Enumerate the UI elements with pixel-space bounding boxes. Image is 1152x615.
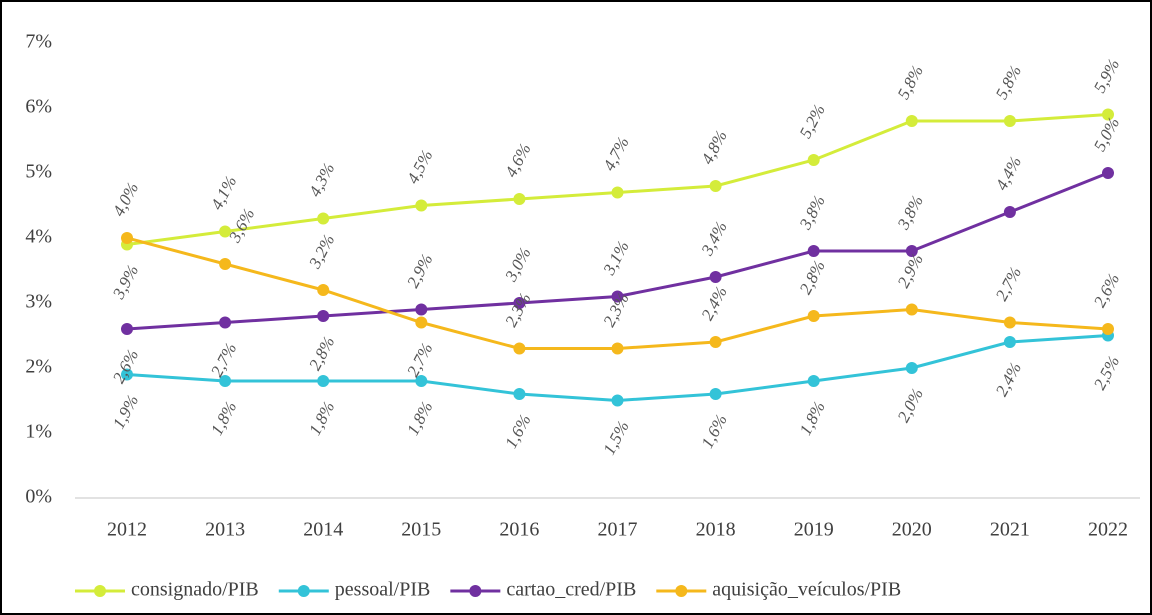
x-tick-label: 2021 <box>990 519 1030 541</box>
point <box>415 303 428 316</box>
point <box>709 336 722 348</box>
point <box>905 303 918 316</box>
point <box>1102 323 1114 335</box>
point <box>807 310 820 322</box>
point <box>807 245 820 257</box>
y-tick-label: 5% <box>25 161 52 183</box>
point <box>1102 108 1114 121</box>
point <box>1003 336 1016 348</box>
y-tick-label: 1% <box>25 421 52 443</box>
y-tick-label: 2% <box>25 356 52 378</box>
point <box>611 342 624 355</box>
x-tick-label: 2012 <box>107 519 147 541</box>
point <box>513 388 526 400</box>
point <box>219 258 232 270</box>
legend-label: consignado/PIB <box>131 579 259 601</box>
point <box>807 154 820 166</box>
point <box>219 375 232 387</box>
point <box>219 316 232 329</box>
point <box>1003 115 1016 127</box>
point <box>807 375 820 387</box>
point <box>709 271 722 283</box>
x-tick-label: 2022 <box>1088 519 1128 541</box>
point <box>121 368 133 381</box>
point <box>709 388 722 400</box>
legend-marker <box>469 585 482 597</box>
point <box>317 375 330 387</box>
point <box>905 245 918 257</box>
legend-marker <box>675 585 688 597</box>
point <box>415 316 428 329</box>
y-tick-label: 7% <box>25 31 52 53</box>
x-tick-label: 2019 <box>794 519 834 541</box>
x-tick-label: 2020 <box>892 519 932 541</box>
point <box>709 180 722 192</box>
point <box>611 290 624 303</box>
point <box>1003 316 1016 329</box>
x-tick-label: 2014 <box>303 519 343 541</box>
x-tick-label: 2018 <box>696 519 736 541</box>
y-tick-label: 6% <box>25 96 52 118</box>
legend-marker <box>94 585 106 597</box>
legend-marker <box>297 585 310 597</box>
point <box>415 199 428 212</box>
y-tick-label: 0% <box>25 486 52 508</box>
point <box>1102 167 1114 179</box>
legend-label: pessoal/PIB <box>335 579 431 601</box>
point <box>905 362 918 374</box>
point <box>513 193 526 205</box>
x-tick-label: 2013 <box>205 519 245 541</box>
point <box>415 375 428 387</box>
point <box>317 284 330 296</box>
point <box>121 232 133 244</box>
point <box>219 225 232 238</box>
x-tick-label: 2017 <box>598 519 638 541</box>
point <box>611 394 624 407</box>
point <box>611 186 624 199</box>
x-tick-label: 2015 <box>401 519 441 541</box>
point <box>905 115 918 127</box>
x-tick-label: 2016 <box>499 519 539 541</box>
point <box>121 323 133 335</box>
point <box>513 342 526 355</box>
point <box>317 310 330 322</box>
y-tick-label: 3% <box>25 291 52 313</box>
y-tick-label: 4% <box>25 226 52 248</box>
point <box>317 212 330 225</box>
legend-label: aquisição_veículos/PIB <box>712 579 901 601</box>
point <box>1003 206 1016 218</box>
legend-label: cartao_cred/PIB <box>506 579 636 601</box>
point <box>513 297 526 309</box>
